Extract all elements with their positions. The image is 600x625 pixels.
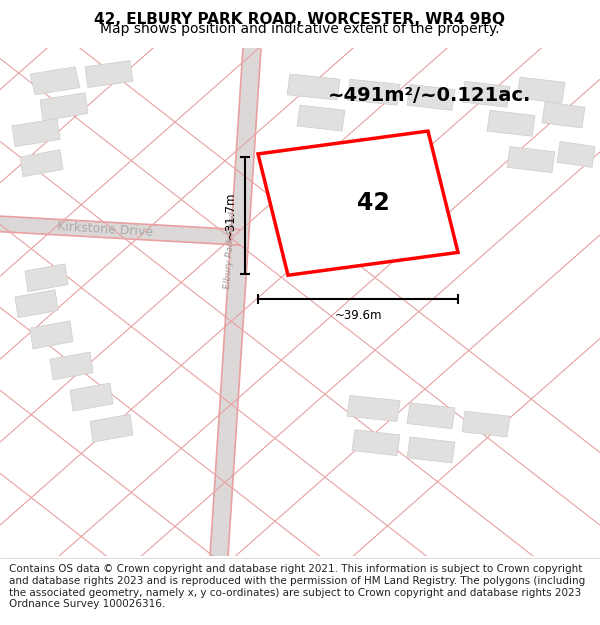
Polygon shape <box>287 74 340 100</box>
Polygon shape <box>557 141 595 168</box>
Polygon shape <box>12 119 60 147</box>
Polygon shape <box>20 150 63 177</box>
Text: 42: 42 <box>356 191 389 215</box>
Polygon shape <box>15 290 58 318</box>
Text: 42, ELBURY PARK ROAD, WORCESTER, WR4 9BQ: 42, ELBURY PARK ROAD, WORCESTER, WR4 9BQ <box>95 12 505 27</box>
Polygon shape <box>210 48 261 556</box>
Polygon shape <box>507 147 555 173</box>
Polygon shape <box>40 92 88 121</box>
Text: Elbury Park Road: Elbury Park Road <box>223 211 237 289</box>
Polygon shape <box>347 79 400 105</box>
Polygon shape <box>542 102 585 128</box>
Text: Kirkstone Drive: Kirkstone Drive <box>56 220 154 239</box>
Polygon shape <box>347 396 400 421</box>
Polygon shape <box>0 216 240 245</box>
Polygon shape <box>297 105 345 131</box>
Text: Map shows position and indicative extent of the property.: Map shows position and indicative extent… <box>100 22 500 36</box>
Polygon shape <box>517 77 565 103</box>
Polygon shape <box>462 81 510 107</box>
Text: ~491m²/~0.121ac.: ~491m²/~0.121ac. <box>328 86 532 105</box>
Polygon shape <box>85 61 133 88</box>
Polygon shape <box>407 437 455 463</box>
Polygon shape <box>30 67 80 95</box>
Polygon shape <box>352 430 400 456</box>
Polygon shape <box>25 264 68 292</box>
Polygon shape <box>50 352 93 380</box>
Text: Contains OS data © Crown copyright and database right 2021. This information is : Contains OS data © Crown copyright and d… <box>9 564 585 609</box>
Text: ~39.6m: ~39.6m <box>334 309 382 322</box>
Polygon shape <box>407 402 455 429</box>
Polygon shape <box>90 414 133 442</box>
Polygon shape <box>258 131 458 275</box>
Polygon shape <box>30 321 73 349</box>
Polygon shape <box>70 383 113 411</box>
Polygon shape <box>407 84 455 111</box>
Text: ~31.7m: ~31.7m <box>224 192 237 239</box>
Polygon shape <box>487 111 535 136</box>
Polygon shape <box>462 411 510 437</box>
